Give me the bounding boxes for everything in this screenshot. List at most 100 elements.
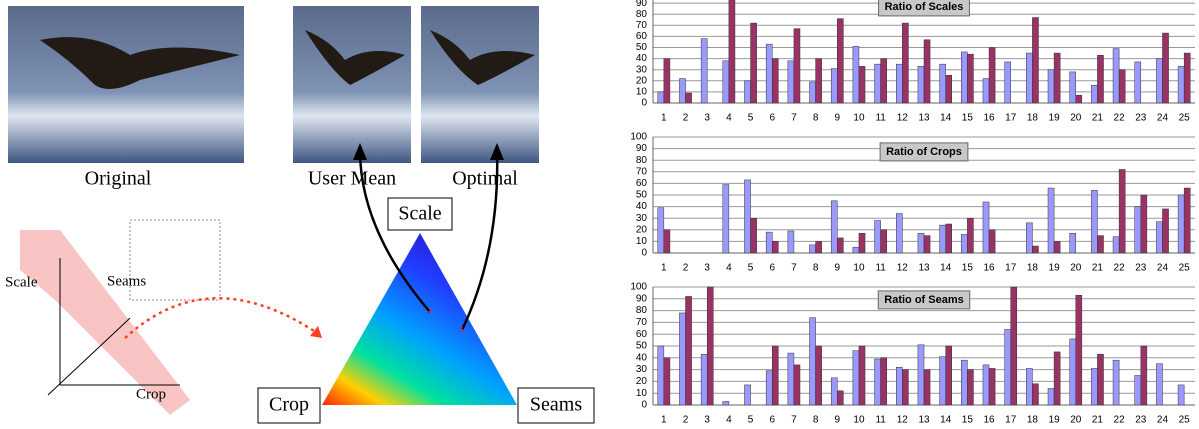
bar (1091, 190, 1098, 254)
image-label: User Mean (308, 168, 396, 190)
bar (939, 356, 946, 406)
x-tick-label: 17 (1005, 263, 1017, 274)
x-tick-label: 6 (769, 113, 775, 124)
bar (1134, 61, 1142, 104)
bar (852, 350, 860, 406)
bar (1010, 286, 1018, 406)
x-tick-label: 25 (1179, 415, 1191, 426)
bar (988, 229, 996, 254)
x-tick-label: 4 (726, 113, 732, 124)
bar (657, 207, 665, 254)
x-tick-label: 21 (1092, 415, 1104, 426)
bar (663, 229, 671, 254)
x-tick-label: 3 (704, 263, 710, 274)
y-tick-label: 90 (636, 143, 648, 154)
bar (1032, 17, 1039, 104)
plane (20, 230, 190, 415)
bar (793, 364, 801, 406)
bar (880, 229, 887, 254)
photos (8, 6, 539, 163)
bar (1026, 368, 1033, 406)
bar (858, 66, 866, 104)
y-tick-label: 0 (641, 98, 647, 109)
x-tick-label: 15 (962, 263, 974, 274)
bar (1140, 345, 1148, 406)
bar (1183, 187, 1191, 254)
y-tick-label: 0 (641, 248, 647, 259)
bar (787, 230, 795, 254)
x-tick-label: 10 (853, 415, 865, 426)
bar (1091, 368, 1098, 406)
x-tick-label: 10 (853, 113, 865, 124)
triangle-label: Seams (530, 394, 582, 416)
label-box (517, 387, 595, 424)
x-tick-label: 16 (983, 113, 995, 124)
bar (700, 354, 708, 406)
triangle-label: Crop (269, 394, 309, 416)
bar (982, 201, 990, 254)
chart-title-box (878, 0, 970, 17)
bar (945, 75, 953, 104)
bar (1069, 338, 1077, 406)
x-tick-label: 14 (940, 113, 952, 124)
y-tick-label: 80 (636, 9, 648, 20)
bar (902, 369, 909, 406)
x-tick-label: 9 (834, 415, 840, 426)
bar (722, 184, 730, 254)
x-tick-label: 5 (748, 263, 754, 274)
label-box (387, 197, 453, 231)
bar (837, 390, 844, 406)
x-tick-label: 7 (791, 415, 797, 426)
y-tick-label: 80 (636, 155, 648, 166)
arrow (124, 297, 321, 339)
bar (657, 91, 665, 104)
x-tick-label: 19 (1049, 415, 1061, 426)
x-tick-label: 7 (791, 263, 797, 274)
bar (1047, 187, 1055, 254)
bar (750, 217, 757, 254)
bar (1047, 69, 1055, 104)
bar (1177, 194, 1185, 254)
x-tick-label: 19 (1049, 113, 1061, 124)
bar (1183, 52, 1191, 104)
y-tick-label: 50 (636, 341, 648, 352)
x-tick-label: 24 (1157, 415, 1169, 426)
bar (744, 384, 751, 406)
bar (728, 0, 736, 104)
bar (1162, 208, 1169, 254)
x-tick-label: 17 (1005, 113, 1017, 124)
bar (961, 51, 968, 104)
x-tick-label: 8 (813, 415, 819, 426)
triangle-label: Scale (398, 203, 441, 225)
arrow (460, 149, 499, 331)
x-tick-label: 22 (1114, 113, 1126, 124)
bar (1053, 241, 1061, 254)
x-tick-label: 20 (1070, 415, 1082, 426)
bar (967, 217, 974, 254)
bar (744, 80, 751, 104)
x-tick-label: 24 (1157, 263, 1169, 274)
bar (982, 78, 990, 104)
bar (1026, 52, 1033, 104)
x-tick-label: 5 (748, 415, 754, 426)
y-tick-label: 30 (636, 364, 648, 375)
bar (685, 296, 692, 406)
y-tick-label: 60 (636, 329, 648, 340)
x-tick-label: 1 (661, 263, 667, 274)
x-tick-label: 16 (983, 263, 995, 274)
bar (809, 317, 816, 406)
bar (1075, 295, 1083, 406)
bar (815, 241, 822, 254)
y-tick-label: 70 (636, 317, 648, 328)
bar (1177, 66, 1185, 104)
y-tick-label: 60 (636, 31, 648, 42)
triangle-map (322, 233, 517, 405)
triangle: + + (257, 143, 595, 424)
bar (1053, 52, 1061, 104)
bar (880, 357, 887, 406)
chart-title-box (879, 142, 969, 162)
x-tick-label: 25 (1179, 113, 1191, 124)
axes-diagram (20, 219, 322, 415)
x-tick-label: 13 (918, 415, 930, 426)
bar (858, 233, 866, 254)
